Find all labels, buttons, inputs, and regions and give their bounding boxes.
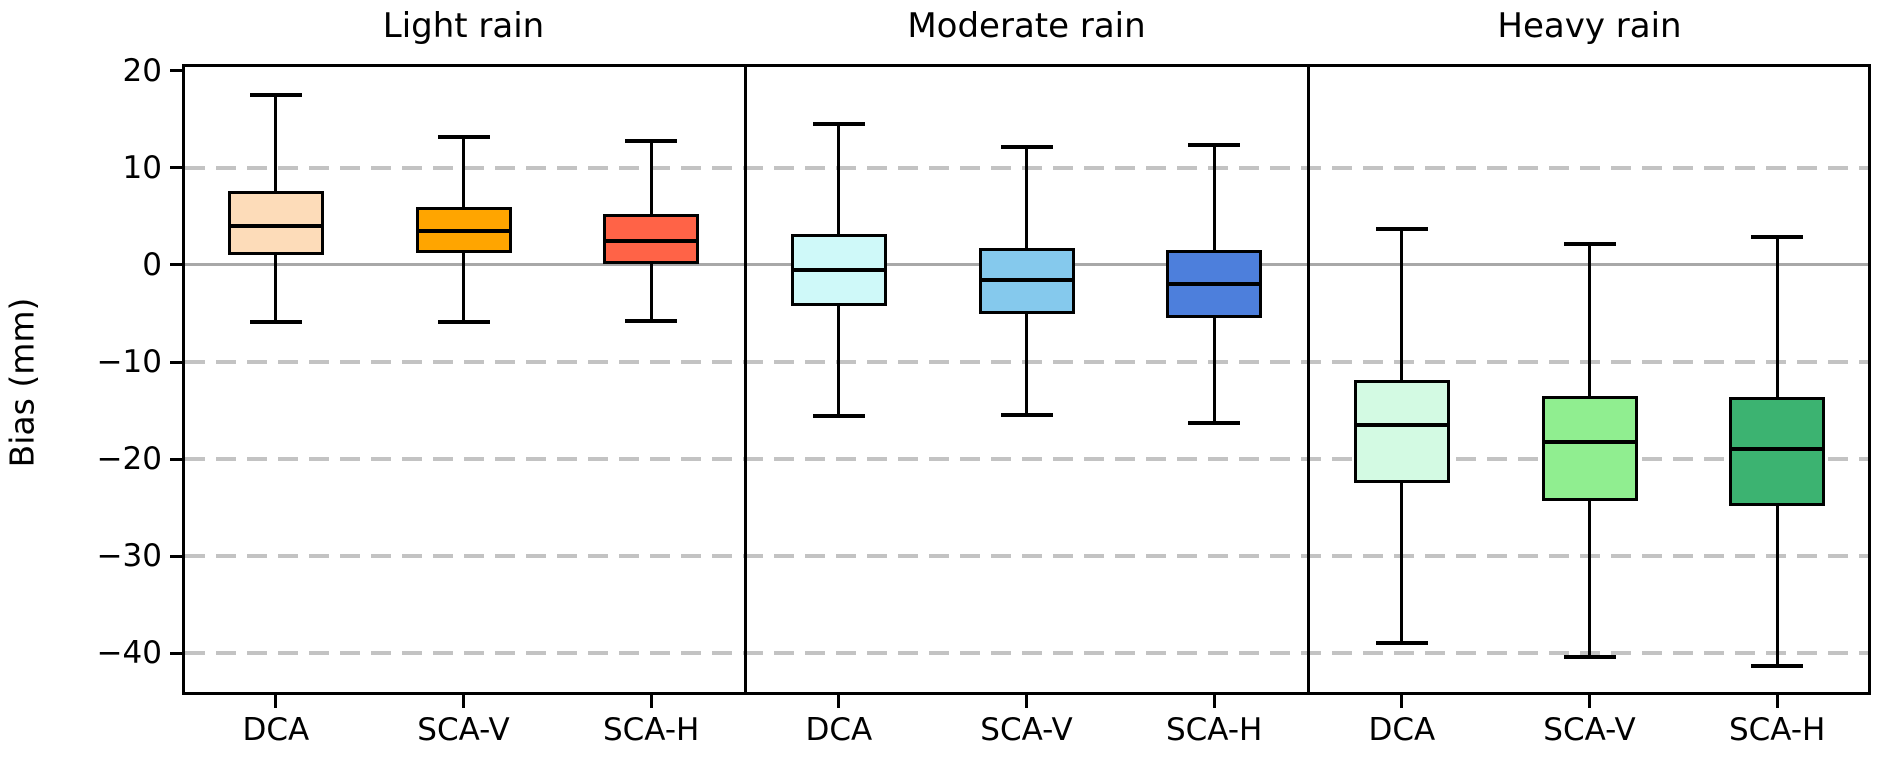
boxplot-heavy-rain-sca-h-cap-top	[1751, 234, 1804, 239]
x-tick-label-heavy-rain-sca-h: SCA-H	[1728, 712, 1826, 748]
panel-separator-1	[743, 67, 747, 692]
boxplot-heavy-rain-sca-h-cap-bottom	[1751, 663, 1804, 668]
boxplot-heavy-rain-sca-v-median	[1541, 439, 1638, 444]
x-tick-label-moderate-rain-dca: DCA	[805, 712, 873, 748]
y-tick-label-20: 20	[122, 52, 162, 89]
boxplot-heavy-rain-dca-box	[1353, 380, 1450, 484]
boxplot-heavy-rain-sca-h-median	[1729, 447, 1826, 452]
boxplot-heavy-rain-dca-cap-top	[1375, 227, 1428, 232]
x-tick-mark-light-rain-sca-h	[649, 695, 653, 708]
boxplot-moderate-rain-dca-median	[790, 267, 887, 272]
boxplot-heavy-rain-sca-v-cap-bottom	[1563, 655, 1616, 660]
y-tick-label-0: 0	[142, 246, 162, 283]
boxplot-moderate-rain-sca-v-cap-top	[1000, 144, 1053, 149]
x-tick-mark-moderate-rain-sca-h	[1212, 695, 1216, 708]
boxplot-moderate-rain-sca-h-cap-bottom	[1188, 421, 1241, 426]
gridline--30	[185, 554, 1868, 559]
boxplot-moderate-rain-dca-cap-top	[812, 122, 865, 127]
y-tick-mark-20	[170, 69, 182, 73]
x-tick-mark-moderate-rain-sca-v	[1025, 695, 1028, 708]
boxplot-light-rain-sca-v-cap-bottom	[437, 320, 490, 325]
boxplot-moderate-rain-sca-v-cap-bottom	[1000, 413, 1053, 418]
boxplot-light-rain-sca-v-cap-top	[437, 134, 490, 139]
boxplot-light-rain-sca-v-median	[415, 228, 512, 233]
y-tick-mark--10	[170, 360, 182, 364]
x-tick-mark-light-rain-dca	[274, 695, 278, 708]
y-tick-label--10: −10	[96, 344, 162, 381]
x-tick-label-light-rain-sca-v: SCA-V	[417, 712, 510, 748]
x-tick-label-heavy-rain-dca: DCA	[1368, 712, 1436, 748]
panel-title-heavy-rain: Heavy rain	[1497, 6, 1682, 46]
gridline--40	[185, 651, 1868, 656]
y-axis-label: Bias (mm)	[2, 297, 42, 468]
boxplot-moderate-rain-sca-h-cap-top	[1188, 142, 1241, 147]
y-tick-mark-0	[170, 263, 182, 267]
x-tick-mark-moderate-rain-dca	[837, 695, 841, 708]
boxplot-heavy-rain-sca-v-box	[1541, 396, 1638, 501]
x-tick-label-light-rain-sca-h: SCA-H	[602, 712, 700, 748]
panel-separator-2	[1306, 67, 1310, 692]
boxplot-moderate-rain-sca-v-median	[978, 278, 1075, 283]
x-tick-mark-light-rain-sca-v	[462, 695, 465, 708]
gridline--20	[185, 457, 1868, 462]
boxplot-light-rain-dca-cap-top	[249, 93, 302, 98]
y-tick-label--40: −40	[96, 635, 162, 672]
y-tick-mark--40	[170, 651, 182, 655]
boxplot-light-rain-sca-h-cap-bottom	[625, 319, 678, 324]
boxplot-light-rain-sca-h-median	[603, 238, 700, 243]
x-tick-label-moderate-rain-sca-h: SCA-H	[1165, 712, 1263, 748]
x-tick-label-moderate-rain-sca-v: SCA-V	[980, 712, 1073, 748]
boxplot-heavy-rain-dca-cap-bottom	[1375, 640, 1428, 645]
panel-title-light-rain: Light rain	[382, 6, 545, 46]
boxplot-moderate-rain-sca-h-median	[1166, 282, 1263, 287]
y-tick-mark--30	[170, 554, 182, 558]
boxplot-heavy-rain-dca-median	[1353, 423, 1450, 428]
y-tick-mark--20	[170, 457, 182, 461]
boxplot-heavy-rain-sca-v-cap-top	[1563, 241, 1616, 246]
y-tick-label--20: −20	[96, 441, 162, 478]
boxplot-light-rain-dca-cap-bottom	[249, 320, 302, 325]
x-tick-label-heavy-rain-sca-v: SCA-V	[1543, 712, 1636, 748]
boxplot-light-rain-dca-box	[227, 191, 324, 256]
y-tick-mark-10	[170, 166, 182, 170]
x-tick-mark-heavy-rain-sca-h	[1775, 695, 1779, 708]
panel-title-moderate-rain: Moderate rain	[907, 6, 1146, 46]
y-tick-label--30: −30	[96, 538, 162, 575]
boxplot-light-rain-dca-median	[227, 224, 324, 229]
x-tick-mark-heavy-rain-dca	[1400, 695, 1404, 708]
x-tick-label-light-rain-dca: DCA	[242, 712, 310, 748]
y-tick-label-10: 10	[122, 149, 162, 186]
plot-area	[182, 64, 1871, 695]
x-tick-mark-heavy-rain-sca-v	[1588, 695, 1591, 708]
boxplot-light-rain-sca-h-cap-top	[625, 138, 678, 143]
boxplot-moderate-rain-dca-cap-bottom	[812, 414, 865, 419]
